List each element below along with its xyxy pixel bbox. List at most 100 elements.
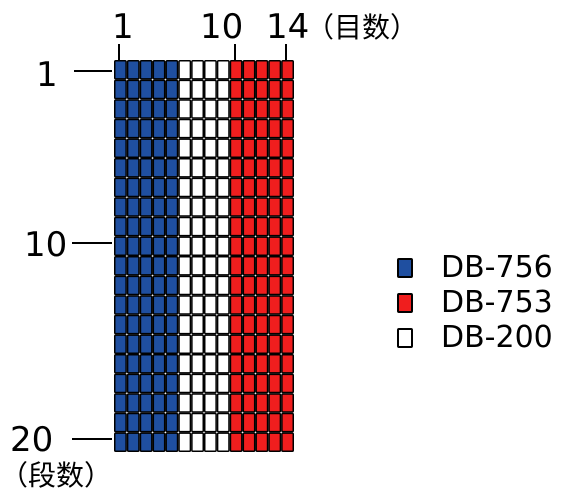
stitch-cell: [165, 99, 179, 119]
stitch-cell: [114, 412, 127, 433]
stitch-cell: [178, 236, 192, 256]
stitch-cell: [165, 236, 179, 256]
stitch-cell: [191, 197, 204, 217]
stitch-cell: [139, 216, 153, 237]
stitch-cell: [216, 236, 230, 256]
stitch-cell: [281, 60, 294, 80]
stitch-cell: [178, 197, 192, 217]
stitch-cell: [165, 393, 179, 413]
legend-item-db200: DB-200: [397, 323, 553, 353]
column-label-14: 14: [266, 7, 310, 47]
stitch-cell: [281, 99, 294, 119]
stitch-cell: [139, 118, 153, 139]
stitch-cell: [255, 216, 269, 237]
stitch-cell: [281, 334, 294, 354]
stitch-cell: [152, 354, 166, 374]
stitch-cell: [255, 158, 269, 178]
stitch-cell: [242, 295, 256, 315]
stitch-cell: [229, 236, 243, 256]
stitch-cell: [139, 197, 153, 217]
stitch-cell: [152, 158, 166, 178]
stitch-cell: [152, 393, 166, 413]
stitch-cell: [242, 373, 256, 394]
stitch-cell: [242, 334, 256, 354]
stitch-cell: [281, 354, 294, 374]
stitch-cell: [268, 432, 282, 452]
stitch-cell: [126, 138, 140, 159]
stitch-cell: [281, 412, 294, 433]
stitch-cell: [191, 393, 204, 413]
stitch-cell: [216, 256, 230, 276]
stitch-cell: [268, 118, 282, 139]
stitch-cell: [178, 393, 192, 413]
stitch-cell: [165, 79, 179, 100]
stitch-cell: [204, 177, 217, 198]
legend-label-db756: DB-756: [441, 250, 553, 285]
stitch-cell: [114, 158, 127, 178]
stitch-cell: [126, 236, 140, 256]
stitch-cell: [152, 275, 166, 296]
stitch-cell: [191, 256, 204, 276]
stitch-cell: [229, 314, 243, 335]
stitch-cell: [229, 295, 243, 315]
stitch-cell: [242, 79, 256, 100]
stitch-cell: [281, 79, 294, 100]
stitch-cell: [204, 314, 217, 335]
stitch-cell: [204, 412, 217, 433]
stitch-cell: [242, 256, 256, 276]
stitch-cell: [191, 432, 204, 452]
stitch-cell: [152, 373, 166, 394]
swatch-db753: [397, 293, 413, 313]
stitch-cell: [126, 393, 140, 413]
stitch-cell: [204, 354, 217, 374]
stitch-cell: [165, 216, 179, 237]
stitch-cell: [191, 275, 204, 296]
stitch-cell: [281, 197, 294, 217]
stitch-cell: [139, 393, 153, 413]
stitch-cell: [191, 236, 204, 256]
stitch-cell: [126, 99, 140, 119]
stitch-cell: [126, 314, 140, 335]
stitch-cell: [178, 177, 192, 198]
row-label-1: 1: [36, 55, 58, 95]
stitch-cell: [255, 314, 269, 335]
stitch-cell: [204, 373, 217, 394]
stitch-cell: [126, 216, 140, 237]
stitch-cell: [242, 158, 256, 178]
stitch-cell: [242, 118, 256, 139]
stitch-cell: [114, 256, 127, 276]
stitch-cell: [216, 60, 230, 80]
stitch-cell: [178, 354, 192, 374]
stitch-cell: [268, 236, 282, 256]
stitch-cell: [178, 60, 192, 80]
stitch-cell: [165, 256, 179, 276]
stitch-cell: [229, 79, 243, 100]
stitch-cell: [152, 295, 166, 315]
stitch-cell: [216, 79, 230, 100]
stitch-cell: [178, 314, 192, 335]
stitch-cell: [204, 393, 217, 413]
stitch-cell: [178, 412, 192, 433]
column-tick-14: [285, 44, 287, 60]
stitch-cell: [268, 412, 282, 433]
stitch-cell: [152, 99, 166, 119]
stitch-cell: [255, 256, 269, 276]
stitch-cell: [126, 354, 140, 374]
stitch-cell: [139, 138, 153, 159]
stitch-cell: [204, 236, 217, 256]
stitch-cell: [242, 432, 256, 452]
stitch-cell: [242, 99, 256, 119]
stitch-cell: [281, 275, 294, 296]
stitch-cell: [165, 295, 179, 315]
stitch-cell: [114, 314, 127, 335]
stitch-cell: [165, 373, 179, 394]
stitch-cell: [114, 432, 127, 452]
stitch-cell: [152, 118, 166, 139]
stitch-cell: [255, 334, 269, 354]
stitch-cell: [268, 216, 282, 237]
stitch-cell: [229, 256, 243, 276]
stitch-cell: [242, 216, 256, 237]
stitch-cell: [255, 275, 269, 296]
stitch-cell: [139, 373, 153, 394]
stitch-cell: [204, 99, 217, 119]
